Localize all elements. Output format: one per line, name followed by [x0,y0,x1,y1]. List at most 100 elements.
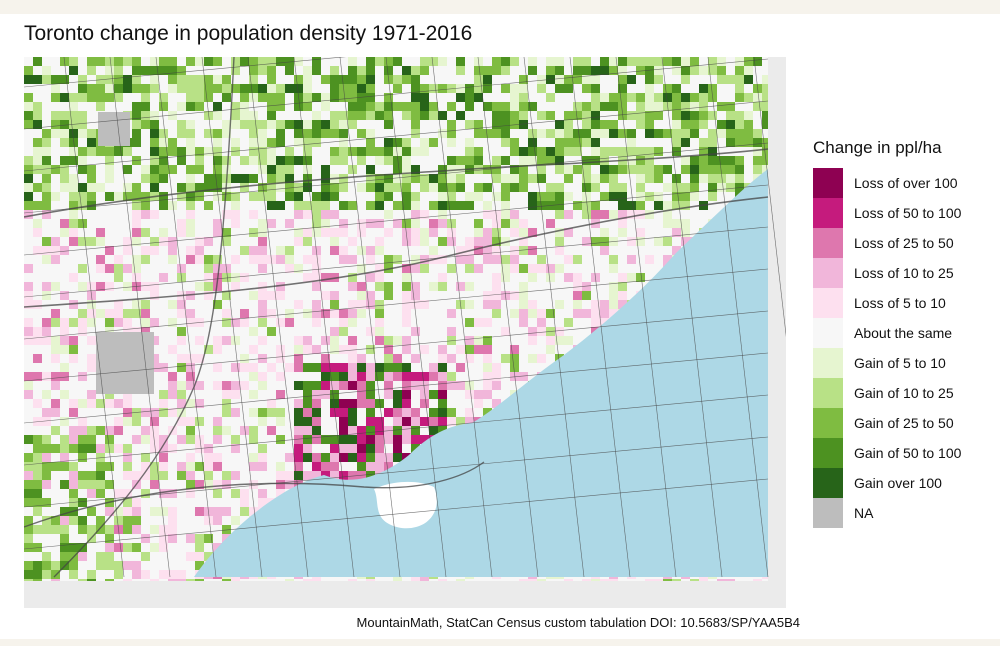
census-tract [96,246,105,255]
census-tract [537,318,546,327]
census-tract [753,147,762,156]
census-tract [465,219,474,228]
census-tract [492,129,501,138]
census-tract [213,399,222,408]
census-tract [510,147,519,156]
census-tract [447,363,456,372]
census-tract [510,129,519,138]
census-tract [258,255,267,264]
census-tract [105,228,114,237]
census-tract [402,426,411,435]
census-tract [456,120,465,129]
census-tract [465,390,474,399]
census-tract [231,255,240,264]
census-tract [285,165,294,174]
census-tract [33,408,42,417]
census-tract [222,525,231,534]
census-tract [402,345,411,354]
census-tract [465,282,474,291]
census-tract [177,156,186,165]
census-tract [357,210,366,219]
census-tract [474,165,483,174]
census-tract [582,147,591,156]
census-tract [645,57,654,66]
census-tract [132,471,141,480]
census-tract [33,399,42,408]
census-tract [537,102,546,111]
census-tract [492,309,501,318]
census-tract [645,273,654,282]
census-tract [366,372,375,381]
census-tract [375,111,384,120]
census-tract [276,300,285,309]
census-tract [213,147,222,156]
legend-title: Change in ppl/ha [813,138,942,157]
census-tract [366,120,375,129]
census-tract [708,129,717,138]
census-tract [42,462,51,471]
census-tract [276,102,285,111]
census-tract [24,111,33,120]
census-tract [33,516,42,525]
census-tract [42,381,51,390]
census-tract [168,417,177,426]
census-tract [582,138,591,147]
census-tract [654,264,663,273]
legend-label: Gain of 25 to 50 [854,415,954,431]
census-tract [69,471,78,480]
census-tract [348,102,357,111]
census-tract [699,84,708,93]
census-tract [123,543,132,552]
census-tract [717,75,726,84]
census-tract [429,201,438,210]
census-tract [96,498,105,507]
census-tract [213,525,222,534]
census-tract [222,75,231,84]
census-tract [429,84,438,93]
census-tract [303,309,312,318]
census-tract [348,435,357,444]
census-tract [528,246,537,255]
census-tract [420,93,429,102]
census-tract [204,309,213,318]
census-tract [195,462,204,471]
census-tract [465,183,474,192]
census-tract [636,219,645,228]
census-tract [465,417,474,426]
census-tract [69,165,78,174]
census-tract [159,372,168,381]
census-tract [393,138,402,147]
census-tract [213,201,222,210]
census-tract [573,156,582,165]
census-tract [348,228,357,237]
census-tract [510,255,519,264]
census-tract [132,66,141,75]
census-tract [582,111,591,120]
census-tract [24,57,33,66]
census-tract [411,120,420,129]
census-tract [78,372,87,381]
census-tract [339,291,348,300]
census-tract [123,417,132,426]
census-tract [132,183,141,192]
census-tract [24,525,33,534]
census-tract [339,156,348,165]
census-tract [618,246,627,255]
census-tract [339,408,348,417]
census-tract [240,489,249,498]
census-tract [393,147,402,156]
census-tract [177,120,186,129]
census-tract [348,345,357,354]
census-tract [114,237,123,246]
census-tract [159,543,168,552]
census-tract [618,120,627,129]
na-area-west [96,332,154,394]
census-tract [447,309,456,318]
census-tract [105,282,114,291]
census-tract [591,291,600,300]
census-tract [33,300,42,309]
census-tract [141,327,150,336]
census-tract [384,237,393,246]
census-tract [159,426,168,435]
census-tract [150,282,159,291]
